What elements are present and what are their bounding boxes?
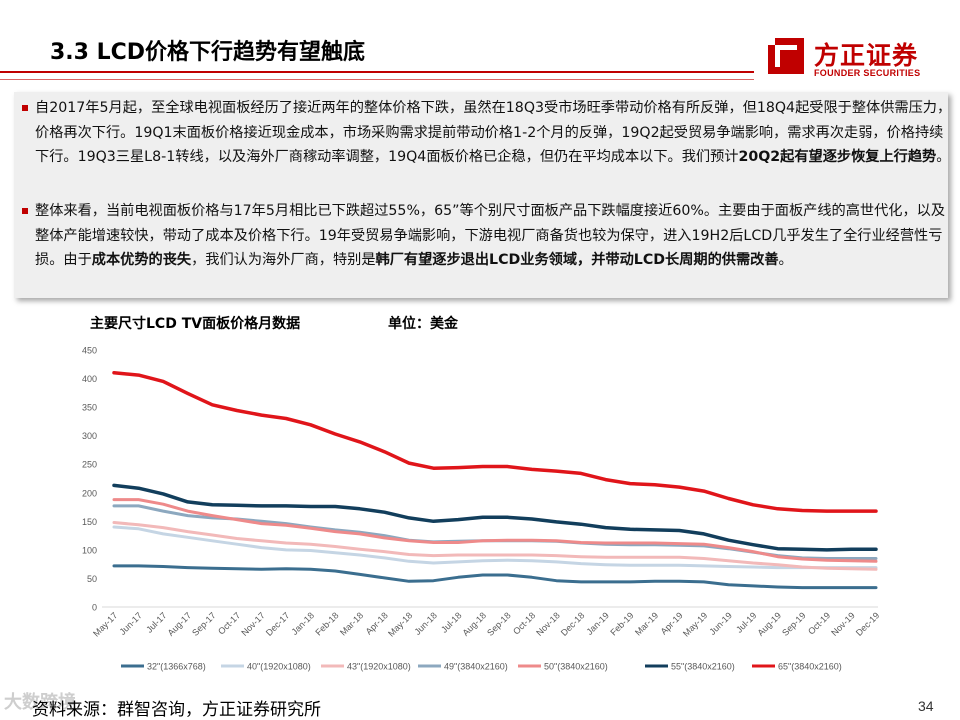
legend-label: 55"(3840x2160) xyxy=(671,662,735,672)
series-line-2 xyxy=(112,525,878,570)
x-tick-label: Oct-19 xyxy=(806,610,832,636)
x-tick-label: Dec-18 xyxy=(559,610,587,638)
bullet-2-text-3: ，我们认为海外厂商，特别是 xyxy=(191,252,376,268)
legend-label: 65"(3840x2160) xyxy=(778,662,842,672)
title-underline-thin xyxy=(0,79,754,80)
y-tick-label: 400 xyxy=(82,374,97,384)
company-logo: 方正证券 FOUNDER SECURITIES xyxy=(766,36,936,86)
bullet-2-text-1: 整体来看，当前电视面板价格与17年5月相比已下跌超过55%，65”等个别尺寸面板… xyxy=(35,203,946,268)
legend-label: 50"(3840x2160) xyxy=(544,662,608,672)
legend-label: 32"(1366x768) xyxy=(147,662,206,672)
x-tick-label: Aug-17 xyxy=(166,610,194,638)
x-tick-label: Jan-18 xyxy=(290,610,317,637)
legend-label: 43"(1920x1080) xyxy=(347,662,411,672)
x-tick-label: May-19 xyxy=(681,610,709,638)
legend-label: 40"(1920x1080) xyxy=(247,662,311,672)
logo-text-en: FOUNDER SECURITIES xyxy=(814,68,921,78)
page-number: 34 xyxy=(918,698,934,714)
x-tick-label: Aug-19 xyxy=(755,610,783,638)
x-tick-label: Mar-18 xyxy=(338,610,365,637)
x-tick-label: Sep-19 xyxy=(780,610,808,638)
x-tick-label: May-17 xyxy=(91,610,119,638)
x-tick-label: Mar-19 xyxy=(633,610,660,637)
x-tick-label: Sep-18 xyxy=(485,610,513,638)
logo-text-cn: 方正证券 xyxy=(814,41,919,70)
x-tick-label: Jun-19 xyxy=(707,610,734,637)
summary-box: 自2017年5月起，至全球电视面板经历了接近两年的整体价格下跌，虽然在18Q3受… xyxy=(14,92,951,298)
series-line-5 xyxy=(112,498,878,563)
legend-label: 49"(3840x2160) xyxy=(444,662,508,672)
bullet-1-text-2: 20Q2起有望逐步恢复上行趋势 xyxy=(738,149,937,165)
y-tick-label: 0 xyxy=(92,603,97,613)
bullet-paragraph-2: 整体来看，当前电视面板价格与17年5月相比已下跌超过55%，65”等个别尺寸面板… xyxy=(22,199,953,273)
series-line-1 xyxy=(112,564,878,590)
y-tick-label: 250 xyxy=(82,460,97,470)
x-tick-label: May-18 xyxy=(386,610,414,638)
series-line-6 xyxy=(112,483,878,552)
bullet-1-text-1: 自2017年5月起，至全球电视面板经历了接近两年的整体价格下跌，虽然在18Q3受… xyxy=(35,100,952,165)
x-tick-label: Aug-18 xyxy=(461,610,489,638)
bullet-paragraph-1: 自2017年5月起，至全球电视面板经历了接近两年的整体价格下跌，虽然在18Q3受… xyxy=(22,96,953,170)
y-tick-label: 350 xyxy=(82,403,97,413)
bullet-2-text-4: 韩厂有望逐步退出LCD业务领域，并带动LCD长周期的供需改善 xyxy=(375,252,779,268)
title-underline xyxy=(0,71,754,73)
series-line-4 xyxy=(112,504,878,560)
x-tick-label: Dec-19 xyxy=(854,610,882,638)
page-title: 3.3 LCD价格下行趋势有望触底 xyxy=(50,40,366,65)
bullet-2-text-2: 成本优势的丧失 xyxy=(91,252,192,268)
chart-unit-label: 单位：美金 xyxy=(388,316,458,332)
y-tick-label: 100 xyxy=(82,545,97,555)
x-tick-label: Nov-18 xyxy=(534,610,562,638)
x-tick-label: Oct-17 xyxy=(216,610,242,636)
x-tick-label: Nov-17 xyxy=(239,610,267,638)
x-tick-label: Jun-17 xyxy=(117,610,144,637)
y-tick-label: 450 xyxy=(82,346,97,356)
series-line-7 xyxy=(112,371,878,513)
bullet-1-text-3: 。 xyxy=(936,149,951,165)
y-tick-label: 200 xyxy=(82,488,97,498)
source-note: 资料来源：群智咨询，方正证券研究所 xyxy=(32,700,321,720)
x-tick-label: Dec-17 xyxy=(264,610,292,638)
x-tick-label: Nov-19 xyxy=(829,610,857,638)
x-tick-label: Feb-18 xyxy=(313,610,340,637)
x-tick-label: Oct-18 xyxy=(511,610,537,636)
bullet-marker-icon xyxy=(22,105,28,111)
x-tick-label: Jun-18 xyxy=(412,610,439,637)
x-tick-label: Sep-17 xyxy=(190,610,218,638)
chart-title: 主要尺寸LCD TV面板价格月数据 xyxy=(90,316,301,332)
series-line-3 xyxy=(112,521,878,571)
bullet-2-text-5: 。 xyxy=(778,252,793,268)
watermark: 大数跨境 xyxy=(4,692,76,713)
founder-logo-icon xyxy=(768,38,804,74)
y-tick-label: 50 xyxy=(87,574,97,584)
x-tick-label: Feb-19 xyxy=(608,610,635,637)
y-tick-label: 150 xyxy=(82,517,97,527)
x-tick-label: Jan-19 xyxy=(584,610,611,637)
y-tick-label: 300 xyxy=(82,431,97,441)
bullet-marker-icon xyxy=(22,208,28,214)
